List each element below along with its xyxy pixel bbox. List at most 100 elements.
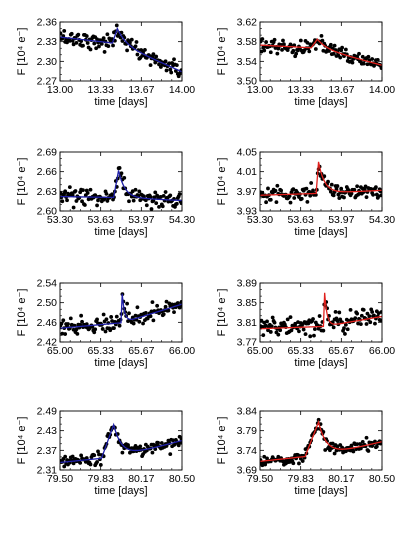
data-point [71, 42, 76, 47]
data-point [313, 47, 318, 51]
x-tick-label: 54.30 [169, 214, 195, 226]
data-point [300, 459, 305, 463]
y-tick-label: 2.43 [37, 425, 58, 437]
data-point [343, 47, 348, 52]
data-point [365, 62, 370, 67]
data-point [357, 51, 361, 56]
data-point [137, 189, 142, 194]
y-axis-label: F [10⁴ e⁻] [16, 158, 28, 206]
data-point [65, 198, 69, 203]
data-point [366, 449, 371, 453]
data-point [371, 192, 375, 197]
x-tick-label: 53.30 [247, 214, 273, 226]
data-point [95, 317, 99, 322]
data-point [312, 333, 316, 338]
x-tick-label: 66.00 [169, 345, 195, 357]
data-point [342, 195, 346, 200]
data-point [331, 193, 336, 198]
data-point [264, 323, 268, 328]
y-tick-label: 3.84 [237, 406, 258, 418]
y-tick-label: 3.58 [237, 36, 258, 48]
data-point [268, 197, 273, 202]
data-point [260, 37, 265, 41]
x-axis-label: time [days] [294, 485, 347, 497]
data-point [76, 32, 81, 37]
x-axis-label: time [days] [294, 226, 347, 238]
x-tick-label: 80.17 [128, 473, 154, 485]
data-point [60, 31, 63, 36]
data-point [67, 185, 72, 190]
data-point [275, 183, 280, 188]
data-point [276, 332, 281, 337]
data-point [141, 321, 145, 326]
x-tick-label: 65.00 [47, 345, 73, 357]
data-point [79, 313, 84, 318]
x-tick-label: 80.17 [328, 473, 354, 485]
y-tick-label: 3.54 [237, 56, 258, 68]
data-point [316, 417, 321, 422]
data-point [62, 28, 67, 33]
data-point [275, 51, 280, 56]
data-point [108, 328, 113, 333]
data-point [82, 203, 87, 207]
x-tick-label: 79.50 [47, 473, 73, 485]
x-tick-label: 13.00 [247, 84, 273, 96]
data-point [273, 188, 278, 193]
data-point [261, 333, 266, 338]
panel-1: 13.00 13.33 13.67 14.00 2.27 2.30 2.33 2.36 time… [16, 17, 195, 109]
data-point [297, 329, 301, 334]
x-tick-label: 13.00 [47, 84, 73, 96]
data-points [60, 23, 182, 79]
data-point [349, 443, 354, 448]
data-point [353, 316, 358, 321]
data-point [327, 49, 331, 53]
data-point [360, 54, 365, 59]
data-point [363, 184, 368, 189]
x-tick-label: 80.50 [369, 473, 395, 485]
data-point [272, 37, 277, 42]
x-tick-label: 65.67 [328, 345, 354, 357]
data-point [148, 194, 153, 199]
data-point [97, 452, 101, 457]
y-tick-label: 2.66 [37, 166, 58, 178]
y-tick-label: 2.27 [37, 76, 58, 88]
data-point [170, 302, 175, 307]
y-axis-label: F [10⁴ e⁻] [216, 28, 228, 76]
y-tick-label: 3.77 [237, 337, 258, 349]
data-point [74, 327, 79, 332]
data-point [342, 326, 346, 331]
data-point [148, 314, 153, 319]
data-point [135, 52, 140, 57]
panel-4: 53.30 53.63 53.97 54.30 3.93 3.97 4.01 4.05 time… [216, 147, 395, 239]
data-point [166, 308, 171, 313]
data-point [331, 51, 336, 56]
data-point [288, 200, 293, 205]
data-point [329, 182, 334, 187]
y-tick-label: 3.89 [237, 278, 258, 290]
y-tick-label: 2.42 [37, 337, 58, 349]
data-point [379, 193, 382, 198]
data-point [337, 310, 342, 315]
data-point [313, 327, 317, 332]
data-point [339, 186, 344, 191]
data-point [161, 312, 166, 317]
data-point [126, 443, 130, 447]
y-tick-label: 2.60 [37, 206, 58, 218]
data-point [134, 40, 139, 44]
data-point [331, 325, 336, 330]
data-point [330, 46, 335, 51]
data-point [305, 199, 310, 204]
data-point [117, 323, 122, 328]
data-point [317, 314, 322, 318]
data-point [355, 311, 360, 316]
x-tick-label: 13.67 [328, 84, 354, 96]
data-point [319, 34, 324, 38]
data-point [276, 46, 281, 51]
data-point [127, 311, 131, 316]
data-points [60, 166, 182, 211]
data-point [174, 201, 179, 206]
data-point [292, 196, 297, 200]
data-point [305, 40, 310, 45]
data-point [287, 194, 292, 198]
y-tick-label: 3.69 [237, 465, 258, 477]
